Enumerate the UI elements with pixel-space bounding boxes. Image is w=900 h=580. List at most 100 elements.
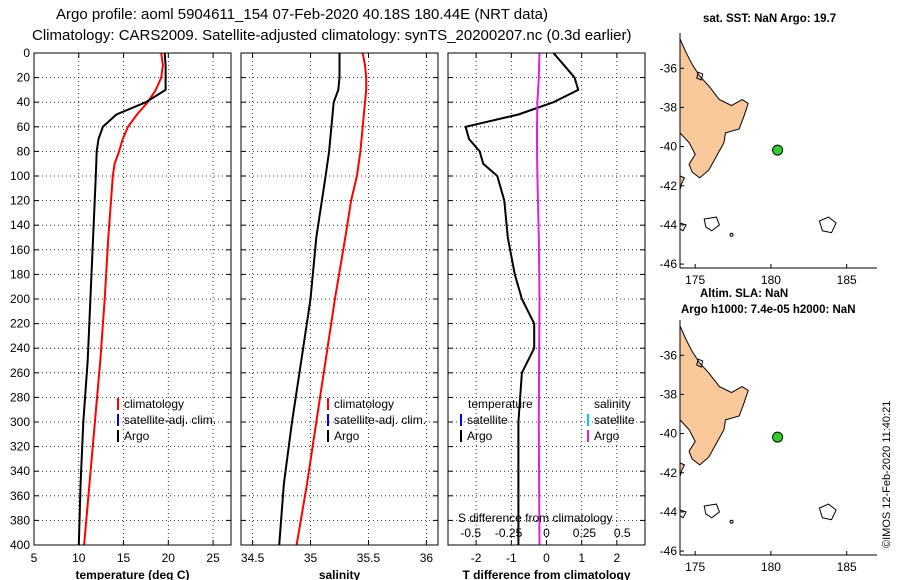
x-axis-label: T difference from climatology (462, 568, 630, 580)
series-line-t-difference-argo (464, 52, 580, 545)
chatham-islands-outline (818, 503, 837, 521)
y-tick-label: 200 (10, 292, 30, 306)
lon-tick-label: 185 (837, 273, 857, 287)
y-tick-label: 40 (17, 95, 31, 109)
series-line-climatology (295, 52, 368, 546)
secondary-x-tick-label: -0.25 (495, 526, 523, 540)
plot-frame (240, 52, 439, 546)
x-axis-label: salinity (319, 568, 361, 580)
legend-label-argo: Argo (124, 429, 150, 443)
map-bottom-title: Argo h1000: 7.4e-05 h2000: NaN (681, 304, 856, 316)
secondary-xlabel: S difference from climatology (458, 511, 613, 525)
difference-legend: temperature satellite Argo salinity sate… (458, 397, 635, 525)
salinity-legend: climatology satellite-adj. clim. Argo (327, 397, 426, 443)
lat-tick-label: -44 (660, 505, 678, 519)
y-tick-label: 60 (17, 120, 31, 134)
figure-title-line2: Climatology: CARS2009. Satellite-adjuste… (32, 27, 631, 44)
north-island-land (679, 325, 749, 466)
location-map-bottom: -36 -38 -40 -42 -44 -46 175 180 185 (660, 320, 877, 574)
x-tick-label: 10 (72, 551, 86, 565)
x-tick-label: 34.5 (241, 551, 265, 565)
location-map-top: -36 -38 -40 -42 -44 -46 175 180 185 (660, 33, 877, 287)
x-tick-label: 20 (162, 551, 176, 565)
difference-panel: -2 -1 0 1 2 T difference from climatology -0.5… (447, 52, 646, 580)
island-outline (696, 358, 704, 368)
argo-position-marker (772, 144, 784, 156)
lon-tick-label: 180 (761, 560, 781, 574)
y-tick-label: 400 (10, 538, 30, 552)
y-tick-label: 280 (10, 390, 30, 404)
y-tick-label: 100 (10, 169, 30, 183)
lon-tick-label: 175 (685, 273, 705, 287)
plot-frame (447, 52, 646, 546)
x-tick-label: 1 (578, 551, 585, 565)
lat-tick-label: -36 (660, 348, 678, 362)
x-tick-label: 15 (117, 551, 131, 565)
y-tick-label: 380 (10, 513, 30, 527)
legend-label-satellite: satellite-adj. clim. (334, 413, 426, 427)
x-axis-label: temperature (deg C) (75, 568, 189, 580)
secondary-x-tick-label: 0.25 (573, 526, 597, 540)
chatham-rise-outline (703, 503, 721, 519)
x-tick-label: 25 (206, 551, 220, 565)
series-line-argo (77, 52, 167, 546)
chatham-rise-outline (703, 216, 721, 232)
y-tick-label: 140 (10, 218, 30, 232)
lat-tick-label: -40 (660, 427, 678, 441)
lat-tick-label: -42 (660, 179, 678, 193)
legend-label-t-satellite: satellite (467, 413, 508, 427)
lat-tick-label: -46 (660, 257, 678, 271)
lon-tick-label: 185 (837, 560, 857, 574)
x-tick-label: 35.5 (357, 551, 381, 565)
imos-watermark: ©IMOS 12-Feb-2020 11:40:21 (881, 401, 893, 548)
y-tick-label: 320 (10, 440, 30, 454)
lat-tick-label: -38 (660, 387, 678, 401)
x-tick-label: -2 (471, 551, 482, 565)
y-tick-label: 180 (10, 267, 30, 281)
series-line-argo (278, 53, 341, 546)
legend-label-s-argo: Argo (594, 429, 620, 443)
legend-title-salinity: salinity (594, 397, 631, 411)
lon-tick-label: 180 (761, 273, 781, 287)
lat-tick-label: -38 (660, 100, 678, 114)
lat-tick-label: -44 (660, 218, 678, 232)
temperature-legend: climatology satellite-adj. clim. Argo (117, 397, 216, 443)
island-outline (696, 71, 704, 81)
y-tick-label: 160 (10, 243, 30, 257)
figure-title-line1: Argo profile: aoml 5904611_154 07-Feb-20… (56, 6, 548, 23)
y-tick-label: 20 (17, 71, 31, 85)
lat-tick-label: -40 (660, 140, 678, 154)
legend-label-climatology: climatology (334, 397, 394, 411)
y-tick-label: 80 (17, 144, 31, 158)
x-tick-label: 2 (614, 551, 621, 565)
x-tick-label: 36 (420, 551, 434, 565)
legend-label-satellite: satellite-adj. clim. (124, 413, 216, 427)
chatham-islands-outline (818, 216, 837, 234)
y-tick-label: 220 (10, 317, 30, 331)
map-top-subtitle: Altim. SLA: NaN (700, 288, 788, 300)
x-tick-label: -1 (506, 551, 517, 565)
series-line-s-difference-argo (536, 52, 541, 546)
y-tick-label: 360 (10, 489, 30, 503)
legend-title-temperature: temperature (468, 397, 533, 411)
secondary-x-tick-label: 0.5 (614, 526, 631, 540)
islet-outline (729, 519, 734, 524)
x-tick-label: 5 (31, 551, 38, 565)
lat-tick-label: -46 (660, 544, 678, 558)
legend-label-climatology: climatology (124, 397, 184, 411)
secondary-x-tick-label: -0.5 (460, 526, 481, 540)
coast-outline (679, 222, 687, 232)
lat-tick-label: -36 (660, 61, 678, 75)
series-line-climatology (83, 52, 164, 546)
lon-tick-label: 175 (685, 560, 705, 574)
south-island-land (679, 175, 686, 190)
legend-label-t-argo: Argo (467, 429, 493, 443)
map-top-title: sat. SST: NaN Argo: 19.7 (703, 13, 836, 25)
y-tick-label: 240 (10, 341, 30, 355)
temperature-panel: 5 10 15 20 25 0 20 40 60 80 100 120 140 160 180 200 220 2… (10, 46, 232, 580)
coast-outline (679, 509, 687, 519)
islet-outline (729, 232, 734, 237)
lat-tick-label: -42 (660, 466, 678, 480)
y-tick-label: 300 (10, 415, 30, 429)
plot-frame (33, 52, 232, 546)
